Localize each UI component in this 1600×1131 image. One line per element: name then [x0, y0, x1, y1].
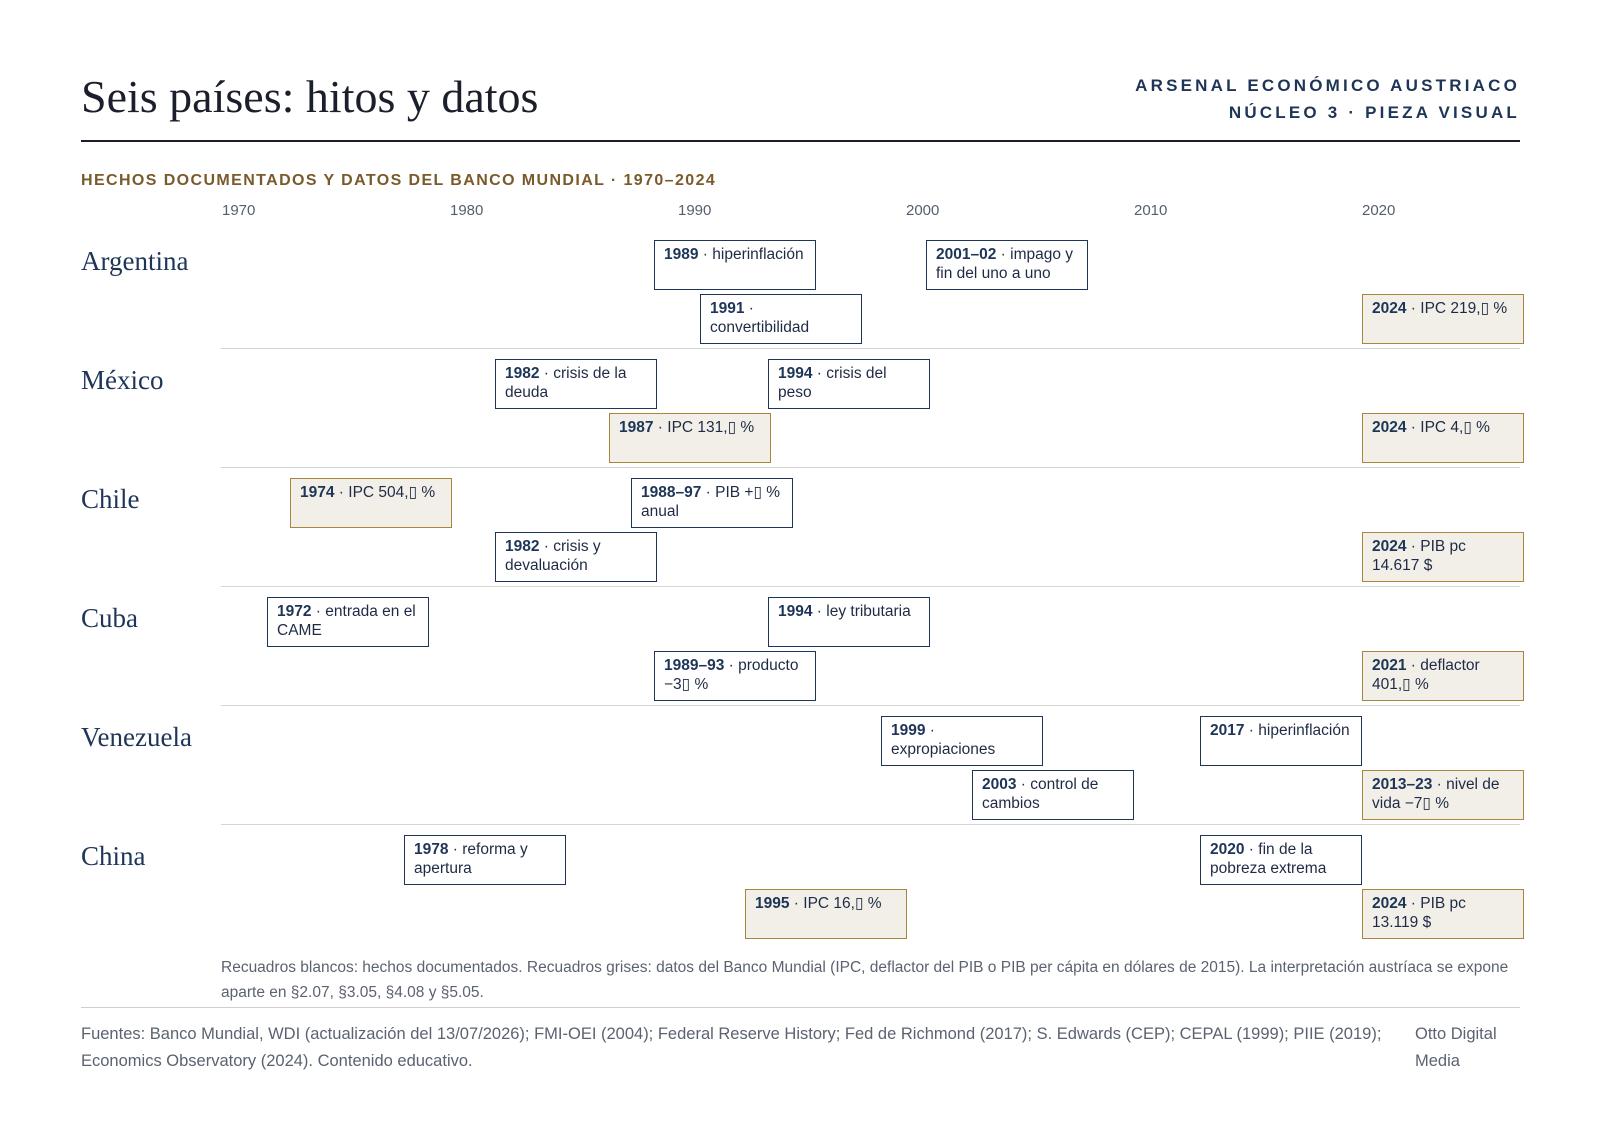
row-divider: [221, 348, 1520, 349]
event-year: 2017: [1210, 722, 1245, 739]
event-text: fin de la pobreza extrema: [1210, 841, 1327, 877]
event-text: deflactor 401,▯ %: [1372, 657, 1480, 693]
data-box: 1995 · IPC 16,▯ %: [745, 889, 907, 939]
event-text: ley tributaria: [826, 603, 911, 620]
event-text: crisis y devaluación: [505, 538, 601, 574]
event-year: 2024: [1372, 895, 1407, 912]
row-divider: [221, 586, 1520, 587]
sources-text: Fuentes: Banco Mundial, WDI (actualizaci…: [81, 1025, 1382, 1070]
row-divider: [221, 824, 1520, 825]
event-text: producto −3▯ %: [664, 657, 799, 693]
brand-block: ARSENAL ECONÓMICO AUSTRIACO NÚCLEO 3 · P…: [1135, 72, 1520, 126]
event-box: 2020 · fin de la pobreza extrema: [1200, 835, 1362, 885]
event-year: 1991: [710, 300, 745, 317]
country-label: Argentina: [81, 246, 189, 276]
event-text: IPC 219,▯ %: [1420, 300, 1508, 317]
event-box: 2003 · control de cambios: [972, 770, 1134, 820]
country-label: Venezuela: [81, 722, 192, 752]
event-box: 1991 · convertibilidad: [700, 294, 862, 344]
event-year: 2024: [1372, 300, 1407, 317]
axis-tick: 1970: [222, 202, 256, 219]
event-text: crisis de la deuda: [505, 365, 627, 401]
event-box: 2001–02 · impago y fin del uno a uno: [926, 240, 1088, 290]
page-title: Seis países: hitos y datos: [81, 71, 539, 122]
event-text: impago y fin del uno a uno: [936, 246, 1074, 282]
event-year: 2024: [1372, 419, 1407, 436]
country-label: Cuba: [81, 603, 138, 633]
event-year: 2003: [982, 776, 1017, 793]
event-text: expropiaciones: [891, 740, 996, 758]
event-year: 2001–02: [936, 246, 997, 263]
event-year: 1982: [505, 538, 540, 555]
event-text: entrada en el CAME: [277, 603, 416, 639]
event-box: 1982 · crisis de la deuda: [495, 359, 657, 409]
event-year: 1989–93: [664, 657, 725, 674]
event-year: 1972: [277, 603, 312, 620]
data-box: 2013–23 · nivel de vida −7▯ %: [1362, 770, 1524, 820]
event-text: nivel de vida −7▯ %: [1372, 776, 1500, 812]
event-text: PIB pc 13.119 $: [1372, 895, 1466, 931]
event-box: 1999 · expropiaciones: [881, 716, 1043, 766]
event-box: 2017 · hiperinflación: [1200, 716, 1362, 766]
brand-line-1: ARSENAL ECONÓMICO AUSTRIACO: [1135, 76, 1520, 95]
event-text: IPC 4,▯ %: [1420, 419, 1490, 436]
data-box: 2024 · PIB pc 13.119 $: [1362, 889, 1524, 939]
footer-rule: [81, 1007, 1520, 1008]
event-year: 1999: [891, 722, 926, 739]
data-box: 2024 · IPC 219,▯ %: [1362, 294, 1524, 344]
event-text: IPC 16,▯ %: [803, 895, 882, 912]
event-text: crisis del peso: [778, 365, 887, 401]
event-box: 1988–97 · PIB +▯ % anual: [631, 478, 793, 528]
event-box: 1994 · ley tributaria: [768, 597, 930, 647]
event-text: PIB pc 14.617 $: [1372, 538, 1466, 574]
country-label: Chile: [81, 484, 140, 514]
event-text: hiperinflación: [1258, 722, 1350, 739]
data-box: 2024 · IPC 4,▯ %: [1362, 413, 1524, 463]
event-box: 1972 · entrada en el CAME: [267, 597, 429, 647]
event-box: 1982 · crisis y devaluación: [495, 532, 657, 582]
row-divider: [221, 467, 1520, 468]
credit-text: Otto Digital Media: [1415, 1025, 1497, 1070]
legend-note: Recuadros blancos: hechos documentados. …: [221, 959, 1509, 1001]
event-year: 2020: [1210, 841, 1245, 858]
subtitle: HECHOS DOCUMENTADOS Y DATOS DEL BANCO MU…: [81, 172, 717, 189]
event-year: 1995: [755, 895, 790, 912]
event-box: 1978 · reforma y apertura: [404, 835, 566, 885]
event-text: reforma y apertura: [414, 841, 528, 877]
header-rule: [81, 140, 1520, 142]
event-year: 1987: [619, 419, 654, 436]
country-label: México: [81, 365, 164, 395]
event-year: 1982: [505, 365, 540, 382]
data-box: 2024 · PIB pc 14.617 $: [1362, 532, 1524, 582]
brand-line-2: NÚCLEO 3 · PIEZA VISUAL: [1228, 103, 1520, 122]
data-box: 2021 · deflactor 401,▯ %: [1362, 651, 1524, 701]
event-text: control de cambios: [982, 776, 1099, 812]
event-year: 2024: [1372, 538, 1407, 555]
event-year: 2021: [1372, 657, 1407, 674]
data-box: 1987 · IPC 131,▯ %: [609, 413, 771, 463]
data-box: 1974 · IPC 504,▯ %: [290, 478, 452, 528]
axis-tick: 2000: [906, 202, 940, 219]
country-label: China: [81, 841, 146, 871]
event-year: 2013–23: [1372, 776, 1433, 793]
row-divider: [221, 705, 1520, 706]
event-year: 1989: [664, 246, 699, 263]
event-box: 1989–93 · producto −3▯ %: [654, 651, 816, 701]
axis-tick: 1990: [678, 202, 712, 219]
event-text: IPC 504,▯ %: [348, 484, 436, 501]
event-text: IPC 131,▯ %: [667, 419, 755, 436]
event-text: PIB +▯ % anual: [641, 484, 781, 520]
axis-tick: 2010: [1134, 202, 1168, 219]
event-year: 1994: [778, 603, 813, 620]
event-year: 1974: [300, 484, 335, 501]
axis-tick: 1980: [450, 202, 484, 219]
event-year: 1994: [778, 365, 813, 382]
event-year: 1988–97: [641, 484, 702, 501]
event-text: hiperinflación: [712, 246, 804, 263]
event-text: convertibilidad: [710, 318, 810, 336]
axis-tick: 2020: [1362, 202, 1396, 219]
event-box: 1994 · crisis del peso: [768, 359, 930, 409]
event-box: 1989 · hiperinflación: [654, 240, 816, 290]
event-year: 1978: [414, 841, 449, 858]
